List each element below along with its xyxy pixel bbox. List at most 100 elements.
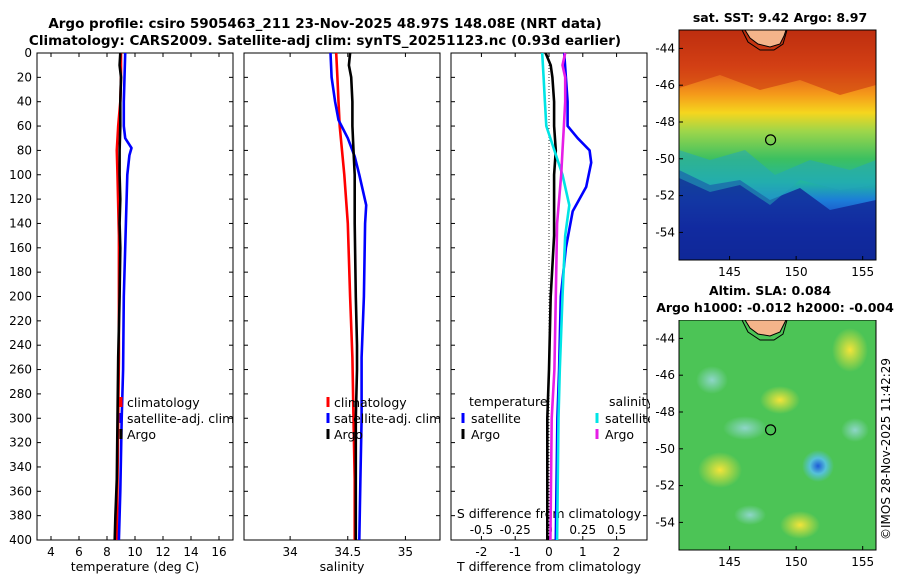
y-tick-label: 320 xyxy=(9,436,32,450)
x-tick-label: 12 xyxy=(155,545,170,559)
y-tick-label: 200 xyxy=(9,290,32,304)
y-tick-label: 120 xyxy=(9,192,32,206)
lon-tick-label: 150 xyxy=(785,265,808,279)
sla-coast xyxy=(744,320,787,337)
secondary-x-tick-label: -0.25 xyxy=(500,523,531,537)
x-tick-label: 10 xyxy=(127,545,142,559)
x-tick-label: 16 xyxy=(211,545,226,559)
series-line-satellite-adj-clim xyxy=(117,52,133,541)
legend-label: climatology xyxy=(127,395,200,410)
y-tick-label: 340 xyxy=(9,460,32,474)
sla-anomaly xyxy=(723,416,767,440)
panel-difference: -2 -1 0 1 2T difference from climatology S di… xyxy=(450,52,650,574)
panel-salinity: 34 34.5 35 salinity climatologysatellite-adj… xyxy=(243,52,441,574)
sst-coast-contour xyxy=(741,30,788,51)
lon-tick-label: 145 xyxy=(718,265,741,279)
lat-tick-label: -44 xyxy=(655,331,675,345)
sst-cold-region xyxy=(679,170,876,260)
series-line-climatology xyxy=(334,52,357,540)
legend-title-temperature: temperature xyxy=(469,394,548,409)
legend-label: Argo xyxy=(471,427,500,442)
sla-coast-contour xyxy=(741,320,788,341)
sla-map-title-1: Altim. SLA: 0.084 xyxy=(708,283,832,298)
x-tick-label: 2 xyxy=(613,545,621,559)
y-tick-label: 240 xyxy=(9,338,32,352)
x-axis-label: T difference from climatology xyxy=(456,559,642,574)
x-axis-label: salinity xyxy=(320,559,365,574)
sla-anomaly xyxy=(696,366,728,394)
y-tick-label: 160 xyxy=(9,241,32,255)
sla-anomaly xyxy=(760,386,800,414)
series-line-temperature-satellite xyxy=(554,52,593,541)
lat-tick-label: -48 xyxy=(655,405,675,419)
lat-tick-label: -52 xyxy=(655,189,675,203)
sla-anomaly xyxy=(698,452,742,488)
lat-tick-label: -50 xyxy=(655,442,675,456)
sst-map-title: sat. SST: 9.42 Argo: 8.97 xyxy=(692,10,868,25)
series-line-argo xyxy=(347,52,359,540)
lat-tick-label: -54 xyxy=(655,515,675,529)
x-tick-label: 1 xyxy=(579,545,587,559)
sla-anomaly xyxy=(832,328,868,372)
sst-front xyxy=(679,150,876,205)
y-tick-label: 300 xyxy=(9,411,32,425)
figure-title-line-1: Argo profile: csiro 5905463_211 23-Nov-2… xyxy=(48,16,602,32)
sla-map: -44 -46 -48 -50 -52 -54 145 150 155 xyxy=(655,320,877,569)
sst-argo-location-marker xyxy=(764,134,777,146)
x-tick-label: 34 xyxy=(282,545,297,559)
x-tick-label: 14 xyxy=(183,545,198,559)
lon-tick-label: 155 xyxy=(851,265,874,279)
y-tick-label: 380 xyxy=(9,509,32,523)
y-tick-label: 400 xyxy=(9,533,32,547)
legend-label: satellite-adj. clim xyxy=(127,411,234,426)
secondary-x-tick-label: 0 xyxy=(545,523,553,537)
sla-map-title-2: Argo h1000: -0.012 h2000: -0.004 xyxy=(656,300,894,315)
sla-anomaly xyxy=(734,505,766,525)
lat-tick-label: -52 xyxy=(655,479,675,493)
legend-label: Argo xyxy=(127,427,156,442)
series-line-temperature-argo xyxy=(544,52,558,540)
series-line-salinity-argo xyxy=(549,52,567,541)
lon-tick-label: 150 xyxy=(785,555,808,569)
x-tick-label: 4 xyxy=(47,545,55,559)
y-tick-label: 100 xyxy=(9,168,32,182)
axes-frame xyxy=(36,52,234,541)
profile-plots: 0204060801001201401601802002202402602803… xyxy=(9,46,650,574)
lat-tick-label: -46 xyxy=(655,78,675,92)
sst-coast xyxy=(744,30,787,48)
y-tick-label: 80 xyxy=(17,143,32,157)
y-tick-label: 180 xyxy=(9,265,32,279)
legend-label: Argo xyxy=(605,427,634,442)
lat-tick-label: -44 xyxy=(655,41,675,55)
x-tick-label: 8 xyxy=(103,545,111,559)
y-tick-label: 140 xyxy=(9,216,32,230)
y-tick-label: 20 xyxy=(17,70,32,84)
y-tick-label: 220 xyxy=(9,314,32,328)
y-tick-label: 360 xyxy=(9,484,32,498)
sla-anomaly xyxy=(802,450,834,482)
secondary-x-tick-label: 0.5 xyxy=(607,523,626,537)
secondary-x-tick-label: -0.5 xyxy=(470,523,493,537)
lat-tick-label: -48 xyxy=(655,115,675,129)
legend-label: satellite-adj. clim xyxy=(334,411,441,426)
x-tick-label: 0 xyxy=(545,545,553,559)
lon-tick-label: 145 xyxy=(718,555,741,569)
lon-tick-label: 155 xyxy=(851,555,874,569)
series-line-argo xyxy=(113,52,123,541)
y-tick-label: 260 xyxy=(9,363,32,377)
legend-label: satellite xyxy=(471,411,521,426)
legend-label: climatology xyxy=(334,395,407,410)
secondary-x-axis-label: S difference from climatology xyxy=(457,506,642,521)
y-tick-label: 60 xyxy=(17,119,32,133)
secondary-x-tick-label: 0.25 xyxy=(569,523,596,537)
series-line-satellite-adj-clim xyxy=(329,52,368,541)
legend-label: Argo xyxy=(334,427,363,442)
series-line-salinity-satellite xyxy=(540,52,571,541)
lat-tick-label: -50 xyxy=(655,152,675,166)
y-tick-label: 280 xyxy=(9,387,32,401)
y-tick-label: 0 xyxy=(24,46,32,60)
figure-title-line-2: Climatology: CARS2009. Satellite-adj cli… xyxy=(28,33,622,49)
y-tick-label: 40 xyxy=(17,95,32,109)
panel-temperature: 0 20 40 60 80 100 120 140 160 180 200 220 240 260 280 3… xyxy=(9,46,234,574)
x-tick-label: -2 xyxy=(475,545,487,559)
